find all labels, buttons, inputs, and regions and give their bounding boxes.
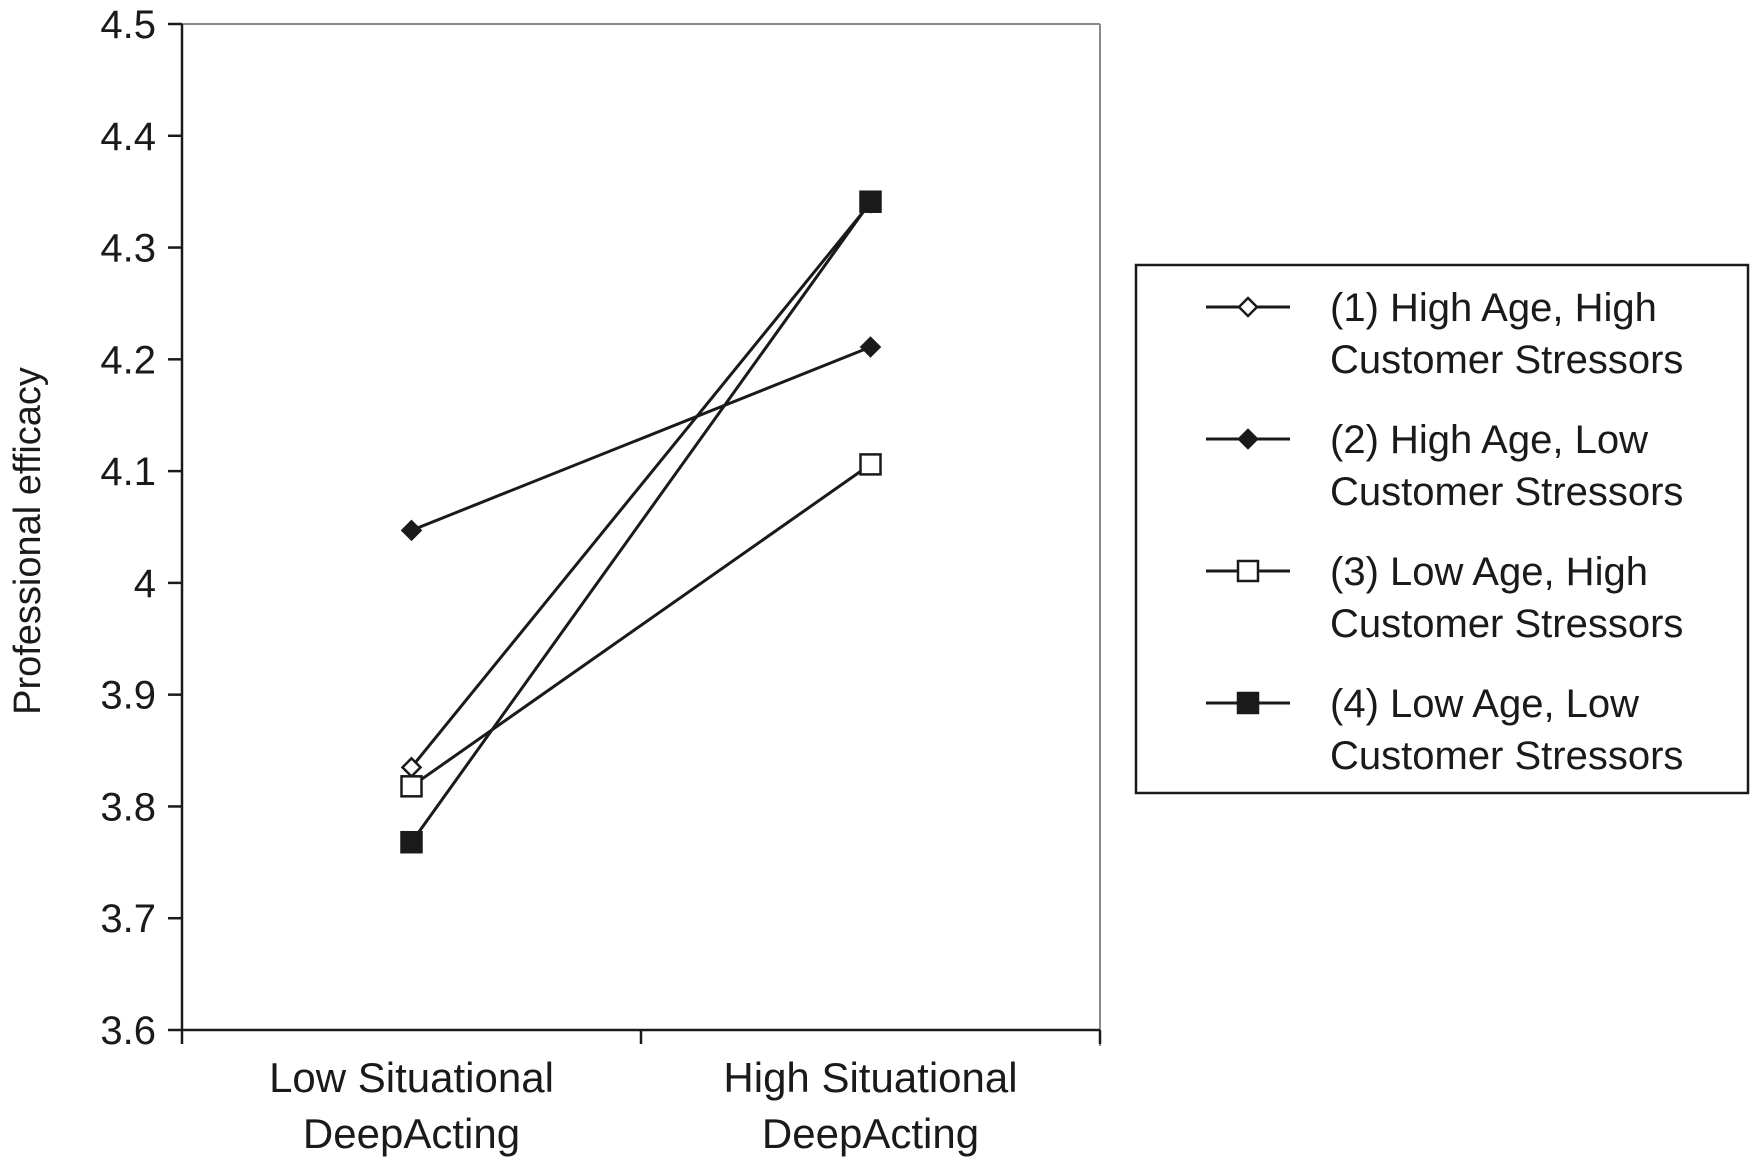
legend-item: (3) Low Age, High Customer Stressors	[1206, 550, 1683, 646]
y-axis-ticks: 3.6 3.7 3.8 3.9 4 4.1 4.2 4.3 4.4 4.5	[100, 3, 182, 1053]
series-line	[410, 200, 872, 844]
y-axis-title: Professional efficacy	[7, 367, 49, 715]
series-markers	[400, 190, 882, 854]
data-point-marker	[400, 775, 423, 798]
data-point-marker	[859, 190, 882, 213]
legend-item: (2) High Age, Low Customer Stressors	[1206, 418, 1683, 514]
legend-item: (1) High Age, High Customer Stressors	[1206, 286, 1683, 382]
x-axis-ticks: Low Situational DeepActing High Situationa…	[180, 1030, 1102, 1157]
y-tick-label: 3.9	[100, 674, 156, 718]
series-line	[410, 345, 872, 532]
y-tick-label: 3.6	[100, 1009, 156, 1053]
legend-label: (3) Low Age, High Customer Stressors	[1330, 550, 1683, 646]
data-point-marker	[1236, 691, 1260, 715]
legend-item: (4) Low Age, Low Customer Stressors	[1206, 682, 1683, 778]
legend-label: (4) Low Age, Low Customer Stressors	[1330, 682, 1683, 778]
data-point-marker	[1237, 296, 1259, 318]
x-category-label: High Situational DeepActing	[723, 1054, 1017, 1157]
data-point-marker	[1237, 428, 1259, 450]
y-tick-label: 4.3	[100, 227, 156, 271]
x-category-label: Low Situational DeepActing	[269, 1054, 554, 1157]
data-point-marker	[859, 453, 882, 476]
series-line	[410, 463, 872, 788]
data-point-marker	[400, 830, 423, 854]
y-tick-label: 4.2	[100, 338, 156, 382]
data-point-marker	[859, 336, 882, 358]
legend-label: (1) High Age, High Customer Stressors	[1330, 286, 1683, 382]
y-tick-label: 4.5	[100, 3, 156, 47]
y-tick-label: 4.1	[100, 450, 156, 494]
series-lines	[410, 200, 872, 844]
data-point-marker	[1236, 559, 1260, 583]
y-tick-label: 3.7	[100, 897, 156, 941]
y-tick-label: 3.8	[100, 785, 156, 829]
y-tick-label: 4.4	[100, 115, 156, 159]
y-tick-label: 4	[134, 562, 156, 606]
legend: (1) High Age, High Customer Stressors (2) …	[1134, 263, 1750, 795]
legend-label: (2) High Age, Low Customer Stressors	[1330, 418, 1683, 514]
data-point-marker	[400, 519, 423, 542]
series-line	[410, 201, 872, 769]
